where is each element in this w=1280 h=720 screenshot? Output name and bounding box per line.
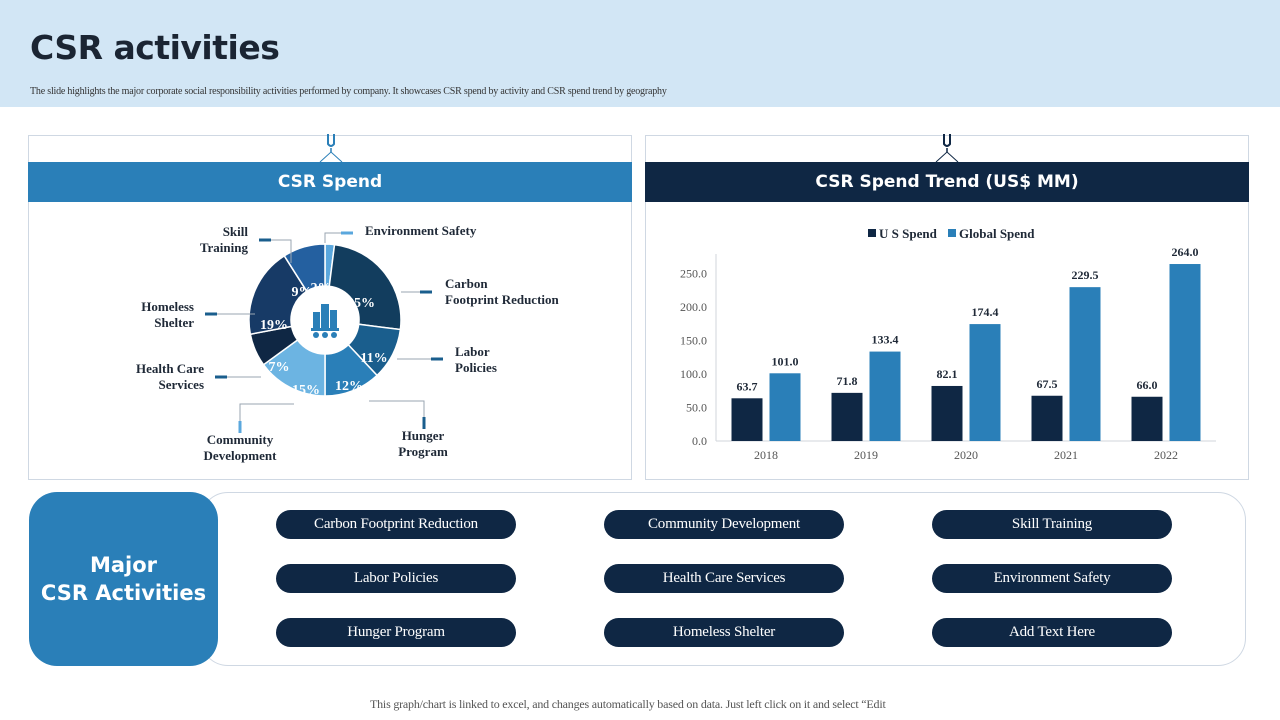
- legend-label: U S Spend: [879, 226, 938, 241]
- activity-pill: Skill Training: [932, 510, 1172, 539]
- pie-value-label: 7%: [269, 360, 290, 375]
- bar-value-label: 174.4: [972, 305, 999, 319]
- major-csr-heading: Major CSR Activities: [29, 492, 218, 666]
- x-tick-label: 2020: [954, 448, 978, 462]
- bar-u-s-spend-2020: [931, 385, 963, 441]
- activity-pill: Carbon Footprint Reduction: [276, 510, 516, 539]
- activity-pill-placeholder[interactable]: Add Text Here: [932, 618, 1172, 647]
- pie-leader-line: [324, 232, 341, 243]
- activity-pill: Hunger Program: [276, 618, 516, 647]
- csr-spend-panel: CSR Spend 2% 25% 11% 12% 15% 7% 19% 9% Environme…: [28, 134, 632, 480]
- bar-u-s-spend-2018: [731, 398, 763, 441]
- legend-swatch: [868, 229, 876, 237]
- page-subtitle: The slide highlights the major corporate…: [30, 86, 667, 97]
- csr-trend-bar-chart: U S Spend Global Spend 0.0 50.0 100.0 150.0 20…: [680, 226, 1216, 462]
- activity-pill: Environment Safety: [932, 564, 1172, 593]
- bar-value-label: 66.0: [1137, 378, 1158, 392]
- buildings-icon: [295, 290, 355, 350]
- hanger-icon: [319, 134, 343, 163]
- activity-pill: Health Care Services: [604, 564, 844, 593]
- pie-slice-skill-training: [283, 243, 326, 293]
- pie-value-label: 11%: [360, 351, 387, 366]
- legend-label: Global Spend: [959, 226, 1035, 241]
- bar-value-label: 133.4: [872, 333, 899, 347]
- bar-global-spend-2022: [1169, 264, 1201, 441]
- pie-category-label-community-development: Community Development: [204, 432, 278, 463]
- y-tick-label: 200.0: [680, 300, 707, 314]
- chart-legend: U S Spend Global Spend: [868, 226, 1035, 241]
- x-tick-label: 2019: [854, 448, 878, 462]
- footer-note: This graph/chart is linked to excel, and…: [370, 697, 886, 711]
- pie-leader-line: [239, 403, 294, 421]
- activity-pill: Homeless Shelter: [604, 618, 844, 647]
- csr-spend-title: CSR Spend: [28, 162, 632, 202]
- page-title: CSR activities: [30, 28, 280, 67]
- bar-value-label: 63.7: [737, 379, 758, 393]
- bar-global-spend-2020: [969, 324, 1001, 441]
- pie-category-label-carbon-footprint-reduction: Carbon Footprint Reduction: [445, 276, 560, 307]
- bar-value-label: 82.1: [937, 367, 958, 381]
- major-csr-heading-line1: Major: [89, 553, 158, 577]
- csr-trend-panel: CSR Spend Trend (US$ MM) U S Spend Global…: [645, 134, 1249, 480]
- pie-category-label-labor-policies: Labor Policies: [455, 344, 497, 375]
- pie-value-label: 19%: [260, 318, 288, 333]
- pie-category-label-health-care-services: Health Care Services: [136, 361, 204, 392]
- header-band: [0, 0, 1280, 107]
- pie-leader-line: [369, 400, 425, 417]
- x-tick-label: 2022: [1154, 448, 1178, 462]
- pie-slice-carbon-footprint-reduction: [328, 243, 402, 331]
- bar-global-spend-2021: [1069, 287, 1101, 441]
- hanger-icon: [935, 134, 959, 163]
- y-tick-label: 0.0: [692, 434, 707, 448]
- activity-pill: Labor Policies: [276, 564, 516, 593]
- y-tick-label: 150.0: [680, 333, 707, 347]
- bar-u-s-spend-2021: [1031, 395, 1063, 441]
- pie-category-label-skill-training: Skill Training: [200, 224, 249, 255]
- pie-category-label-hunger-program: Hunger Program: [398, 428, 448, 459]
- pie-category-label-environment-safety: Environment Safety: [365, 223, 477, 238]
- pie-value-label: 15%: [292, 383, 320, 398]
- x-tick-label: 2021: [1054, 448, 1078, 462]
- bar-u-s-spend-2019: [831, 392, 863, 441]
- y-tick-label: 100.0: [680, 367, 707, 381]
- x-tick-label: 2018: [754, 448, 778, 462]
- csr-trend-title: CSR Spend Trend (US$ MM): [645, 162, 1249, 202]
- activity-pill: Community Development: [604, 510, 844, 539]
- bar-value-label: 101.0: [772, 354, 799, 368]
- bar-value-label: 67.5: [1037, 377, 1058, 391]
- legend-swatch: [948, 229, 956, 237]
- bar-value-label: 71.8: [837, 374, 858, 388]
- pie-value-label: 12%: [335, 379, 363, 394]
- y-tick-label: 50.0: [686, 400, 707, 414]
- bar-u-s-spend-2022: [1131, 396, 1163, 441]
- pie-leader-line: [271, 239, 292, 263]
- bar-value-label: 264.0: [1172, 245, 1199, 259]
- y-tick-label: 250.0: [680, 266, 707, 280]
- bar-value-label: 229.5: [1072, 268, 1099, 282]
- major-csr-heading-line2: CSR Activities: [40, 581, 207, 605]
- pie-value-label: 25%: [347, 296, 375, 311]
- pie-category-label-homeless-shelter: Homeless Shelter: [141, 299, 194, 330]
- bar-global-spend-2019: [869, 351, 901, 441]
- csr-spend-donut-chart: 2%25%11%12%15%7%19%9%Environment SafetyC…: [136, 223, 560, 463]
- bar-global-spend-2018: [769, 373, 801, 441]
